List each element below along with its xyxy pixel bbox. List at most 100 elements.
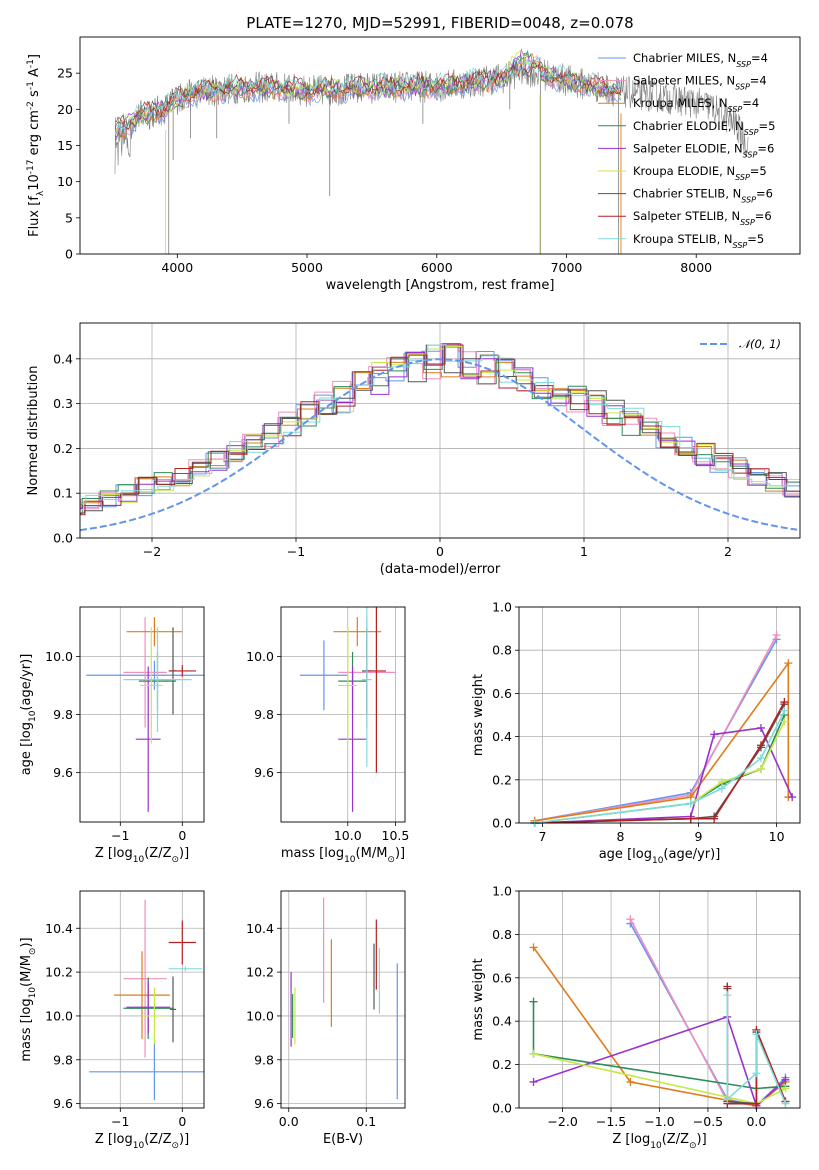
plus-marker xyxy=(626,915,635,924)
weight-line xyxy=(532,1001,786,1090)
y-tick-label: 0.6 xyxy=(492,970,512,985)
plus-marker xyxy=(686,799,695,808)
x-tick-label: 10 xyxy=(769,829,785,844)
legend-name: Kroupa STELIB, N xyxy=(633,232,733,246)
label-part: )] xyxy=(395,846,405,861)
histogram-chabrier-stelib xyxy=(80,344,800,514)
y-tick-label: 9.8 xyxy=(254,707,274,722)
x-tick-label: 7 xyxy=(538,829,546,844)
x-axis-label: age [log10(age/yr)] xyxy=(599,847,721,866)
label-part: -17 xyxy=(26,160,36,175)
legend-name: Salpeter ELODIE, N xyxy=(633,141,743,155)
errorbar-salpeter-miles xyxy=(123,899,167,1058)
plot-area-mass-weight-vs-Z xyxy=(529,915,790,1110)
label-part: )] xyxy=(179,1132,189,1147)
axes-frame xyxy=(79,890,205,1109)
plus-marker xyxy=(780,717,789,726)
y-tick-label: 10.0 xyxy=(246,649,274,664)
legend-entry: 𝒩(0, 1) xyxy=(739,337,781,351)
legend-entry: Chabrier MILES, NSSP=4 xyxy=(633,51,768,69)
figure-title: PLATE=1270, MJD=52991, FIBERID=0048, z=0… xyxy=(246,14,633,32)
legend-sub: SSP xyxy=(735,82,750,91)
axes-frame xyxy=(518,890,801,1109)
axes-frame xyxy=(518,606,801,824)
label-part: Z [ xyxy=(612,1132,630,1147)
histogram-salpeter-elodie xyxy=(80,343,800,509)
x-axis-label: mass [log10(M/M⊙)] xyxy=(281,846,405,865)
histograms xyxy=(80,343,800,532)
errorbar-salpeter-stelib xyxy=(366,607,386,773)
label-part: 10 xyxy=(133,1141,145,1151)
y-tick-label: 10.2 xyxy=(45,965,73,980)
x-axis-label: (data-model)/error xyxy=(380,562,501,577)
y-tick-label: 20 xyxy=(57,102,73,117)
x-axis-label: Z [log10(Z/Z⊙)] xyxy=(612,1132,706,1151)
axes-frame xyxy=(79,36,801,255)
label-part: (age/yr)] xyxy=(663,847,720,862)
x-tick-label: 0 xyxy=(436,544,444,559)
plus-marker xyxy=(772,631,781,640)
model-kroupa-miles xyxy=(114,52,622,138)
label-part: -1 xyxy=(26,81,36,90)
errorbar-salpeter-elodie xyxy=(338,666,367,812)
x-tick-label: 7000 xyxy=(551,260,583,275)
x-tick-label: 10.5 xyxy=(382,828,410,843)
plot-area-age-vs-Z xyxy=(86,617,204,812)
weight-line xyxy=(534,703,786,824)
errorbar-salpeter-elodie xyxy=(126,980,170,1034)
x-tick-label: −1 xyxy=(111,1114,129,1129)
y-tick-label: 0.8 xyxy=(492,927,512,942)
panel-mass-weight-vs-Z: −2.0 −1.5 −1.0 −0.5 0.0 0.0 0.2 0.4 0.6 0.8 1.0 Z [… xyxy=(471,884,801,1151)
label-part: (age/yr)] xyxy=(19,654,34,711)
legend-nssp: =5 xyxy=(747,232,764,246)
weight-lines xyxy=(530,631,797,827)
plot-area-age-vs-mass xyxy=(300,607,396,812)
label-part: -1 xyxy=(26,59,36,68)
plus-marker xyxy=(529,943,538,952)
x-tick-label: 4000 xyxy=(161,260,193,275)
y-tick-label: 9.8 xyxy=(53,1052,73,1067)
label-part: ⊙ xyxy=(689,1141,697,1151)
label-part: (Z/Z xyxy=(662,1132,689,1147)
x-tick-label: −2 xyxy=(143,544,161,559)
legend-nssp: =5 xyxy=(750,164,767,178)
label-part: ⊙ xyxy=(28,948,38,956)
errorbar-kroupa-elodie xyxy=(140,627,163,744)
legend-sub: SSP xyxy=(740,218,755,227)
legend-entry: Chabrier ELODIE, NSSP=5 xyxy=(633,119,775,137)
legend-name: Salpeter MILES, N xyxy=(633,74,735,88)
y-axis-label: Flux [fλ10-17 erg cm-2 s-1 A-1] xyxy=(26,54,46,237)
y-tick-label: 0.0 xyxy=(492,1101,512,1116)
plus-marker xyxy=(788,793,797,802)
label-part: erg cm xyxy=(27,110,42,159)
legend-nssp: =6 xyxy=(756,187,773,201)
y-tick-label: 9.8 xyxy=(53,707,73,722)
y-tick-label: 0.6 xyxy=(492,686,512,701)
model-kroupa-stelib xyxy=(114,57,622,133)
label-part: wavelength [Angstrom, rest frame] xyxy=(326,278,555,293)
legend-entry: Salpeter ELODIE, NSSP=6 xyxy=(633,141,774,159)
label-part: (M/M xyxy=(19,955,34,987)
plus-marker xyxy=(780,698,789,707)
x-tick-label: 9 xyxy=(695,829,703,844)
x-tick-label: 0.0 xyxy=(279,1114,299,1129)
errorbar-kroupa-miles xyxy=(114,951,170,1039)
legend-name: Kroupa MILES, N xyxy=(633,96,728,110)
x-tick-label: 8000 xyxy=(680,260,712,275)
label-part: ⊙ xyxy=(171,855,179,865)
spectrum-lines xyxy=(114,48,749,254)
plus-marker xyxy=(686,814,695,823)
axes-frame xyxy=(280,606,406,823)
x-tick-label: 10.0 xyxy=(334,828,362,843)
panel-mass-vs-Z: −1 09.69.810.010.210.4Z [log10(Z/Z⊙)]mass… xyxy=(19,890,205,1151)
y-tick-label: 10.2 xyxy=(246,965,274,980)
errorbar-kroupa-stelib xyxy=(168,966,203,972)
legend-nssp: =4 xyxy=(750,74,767,88)
x-tick-label: 8 xyxy=(616,829,624,844)
legend-name: Chabrier ELODIE, N xyxy=(633,119,744,133)
y-tick-label: 10.0 xyxy=(246,1008,274,1023)
legend-entry: Chabrier STELIB, NSSP=6 xyxy=(633,187,773,205)
legend-name: Kroupa ELODIE, N xyxy=(633,164,735,178)
panel-residuals: −2 −1 0 1 2 0.0 0.1 0.2 0.3 0.4 (data-model)/error… xyxy=(26,322,801,577)
